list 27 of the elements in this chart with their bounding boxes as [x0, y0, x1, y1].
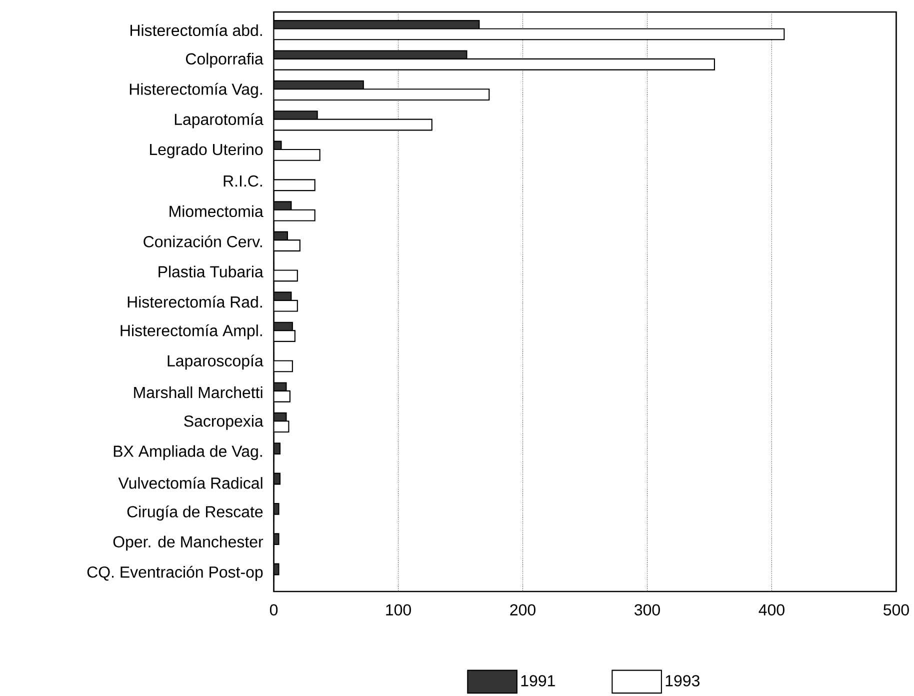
y-tick-label: Oper. de Manchester — [113, 536, 264, 551]
y-tick-label: Cirugía de Rescate — [127, 505, 263, 520]
x-tick-label: 100 — [386, 604, 411, 616]
y-tick-label: Plastia Tubaria — [158, 266, 264, 278]
x-tick-label: 500 — [884, 604, 909, 616]
y-tick-label: Marshall Marchetti — [134, 386, 262, 398]
x-tick-label: 0 — [270, 604, 278, 616]
y-tick-label: Histerectomía abd. — [130, 24, 262, 36]
y-tick-label: Histerectomía Vag. — [130, 82, 262, 98]
y-tick-label: Colporrafia — [186, 52, 264, 68]
y-tick-label: Laparoscopía — [168, 354, 264, 370]
y-tick-label: Sacropexia — [184, 414, 264, 430]
y-tick-label: R.I.C. — [224, 175, 262, 187]
y-tick-label: BX Ampliada de Vag. — [114, 445, 262, 460]
x-tick-label: 400 — [758, 604, 784, 616]
text: 1993 — [666, 674, 700, 686]
y-tick-label: Histerectomía Rad. — [128, 296, 262, 308]
y-tick-label: Legrado Uterino — [150, 143, 263, 158]
y-tick-label: Histerectomía Ampl. — [120, 324, 262, 340]
legend-label: 1991 — [521, 674, 555, 686]
x-tick-label: 300 — [634, 604, 660, 616]
y-tick-label: Vulvectomía Radical — [118, 476, 262, 489]
y-tick-label: Conización Cerv. — [144, 235, 262, 248]
y-tick-label: Laparotomía — [174, 113, 264, 128]
y-tick-label: Miomectomia — [170, 205, 264, 217]
y-tick-label: CQ. Eventración Post-op — [87, 566, 263, 581]
x-tick-label: 200 — [510, 604, 536, 616]
